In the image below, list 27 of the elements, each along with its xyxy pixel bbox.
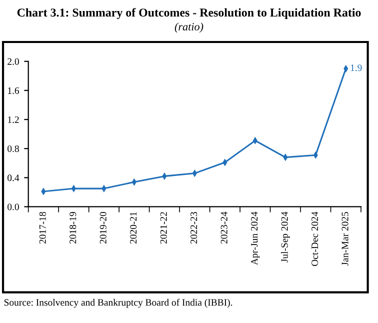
x-tick-label: 2022-23 — [190, 212, 198, 244]
y-tick-label: 0.4 — [8, 174, 20, 182]
point — [313, 152, 318, 158]
x-tick-label: 2021-22 — [160, 212, 167, 244]
x-tick-label: Jul-Sep 2024 — [280, 212, 290, 262]
chart-title: Chart 3.1: Summary of Outcomes - Resolution to Liquidation Ratio — [17, 8, 361, 20]
point — [344, 65, 348, 72]
x-tick-label: 2017-18 — [39, 212, 46, 244]
point — [41, 188, 46, 195]
y-tick-label: 1.2 — [8, 116, 19, 124]
y-tick-label: 1.6 — [8, 87, 20, 94]
source-note: Source: Insolvency and Bankruptcy Board of India (IBBI). — [4, 298, 232, 308]
chart-subtitle: (ratio) — [174, 22, 204, 33]
point — [252, 137, 258, 144]
x-tick-label: 2023-24 — [220, 212, 228, 244]
x-tick-label: Jan-Mar 2025 — [342, 212, 348, 266]
y-tick-label: 0.8 — [8, 145, 19, 152]
x-tick-label: 2019-20 — [100, 212, 106, 244]
y-tick-label: 0.0 — [8, 204, 19, 210]
point — [102, 185, 106, 192]
x-tick-label: Oct-Dec 2024 — [312, 212, 318, 266]
data-label: 1.9 — [350, 64, 362, 72]
x-tick-label: 2020-21 — [130, 212, 137, 244]
point — [222, 159, 228, 166]
x-tick-label: Apr-Jun 2024 — [251, 212, 260, 266]
x-tick-label: 2018-19 — [70, 212, 76, 244]
y-tick-label: 2.0 — [8, 58, 19, 65]
